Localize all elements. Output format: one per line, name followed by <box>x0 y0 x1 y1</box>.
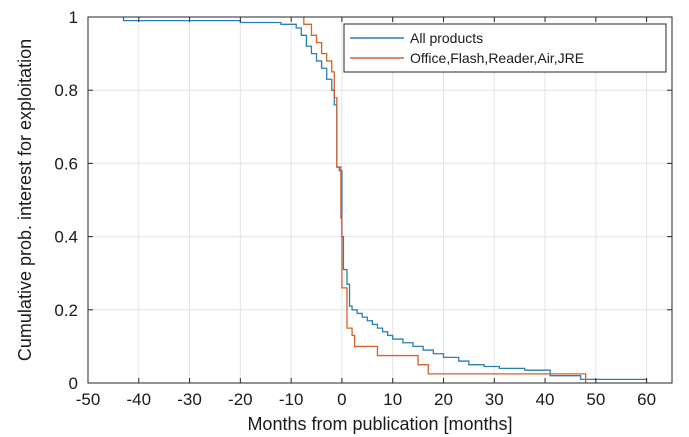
legend: All products Office,Flash,Reader,Air,JRE <box>343 23 667 73</box>
legend-label-all-products: All products <box>410 30 483 46</box>
x-tick-label: -20 <box>228 390 253 409</box>
x-tick-label: 50 <box>586 390 605 409</box>
x-tick-label: 60 <box>637 390 656 409</box>
y-tick-label: 0.6 <box>54 154 78 173</box>
x-tick-label: -40 <box>126 390 151 409</box>
y-tick-label: 0.4 <box>54 228 78 247</box>
x-tick-label: -30 <box>177 390 202 409</box>
x-tick-label: -50 <box>76 390 101 409</box>
legend-box <box>343 23 667 73</box>
x-tick-label: 0 <box>337 390 346 409</box>
y-tick-label: 1 <box>69 8 78 27</box>
x-tick-label: -10 <box>279 390 304 409</box>
x-tick-label: 10 <box>383 390 402 409</box>
x-tick-label: 40 <box>536 390 555 409</box>
x-axis-label: Months from publication [months] <box>247 414 512 434</box>
y-tick-label: 0.8 <box>54 81 78 100</box>
x-tick-label: 30 <box>485 390 504 409</box>
y-tick-label: 0 <box>69 374 78 393</box>
series-line-all-products <box>122 17 648 381</box>
plot-frame <box>87 16 673 384</box>
legend-label-selected-products: Office,Flash,Reader,Air,JRE <box>410 50 584 66</box>
ticks: -50 -40 -30 -20 -10 0 10 20 30 40 50 60 0 0.2 0.4 0.6 0.… <box>54 8 672 409</box>
y-axis-label: Cumulative prob. interest for exploitati… <box>15 39 35 361</box>
series-layer <box>122 17 648 383</box>
series-line-selected-products <box>303 17 587 383</box>
y-tick-label: 0.2 <box>54 301 78 320</box>
x-tick-label: 20 <box>434 390 453 409</box>
